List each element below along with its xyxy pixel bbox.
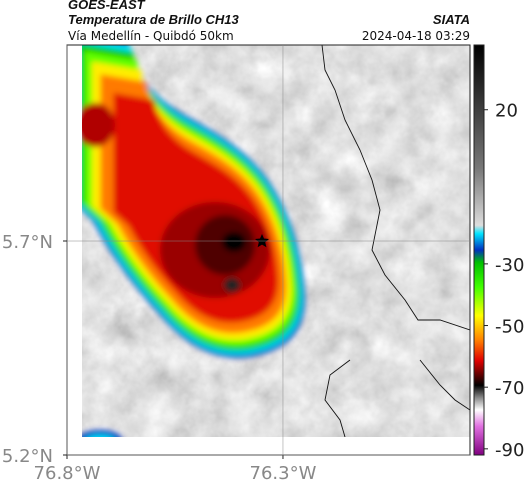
colorbar-tick-label: -70 (495, 378, 524, 399)
y-tick-label: 5.7°N (2, 232, 53, 253)
product: Temperatura de Brillo CH13 (68, 12, 240, 27)
colorbar-tick-label: 20 (495, 101, 518, 122)
colorbar-tick-label: -50 (495, 317, 524, 338)
satellite-image (82, 45, 470, 437)
x-tick-label: 76.3°W (250, 463, 317, 484)
y-tick-label: 5.2°N (2, 446, 53, 467)
satellite: GOES-EAST (68, 0, 146, 12)
location-star (255, 234, 269, 248)
colorbar-tick-label: -90 (495, 440, 524, 461)
datetime: 2024-04-18 03:29 (362, 29, 470, 43)
source: SIATA (433, 12, 470, 27)
location: Vía Medellín - Quibdó 50km (68, 29, 234, 43)
colorbar (473, 44, 485, 456)
x-tick-label: 76.8°W (34, 463, 101, 484)
colorbar-tick-label: -30 (495, 255, 524, 276)
